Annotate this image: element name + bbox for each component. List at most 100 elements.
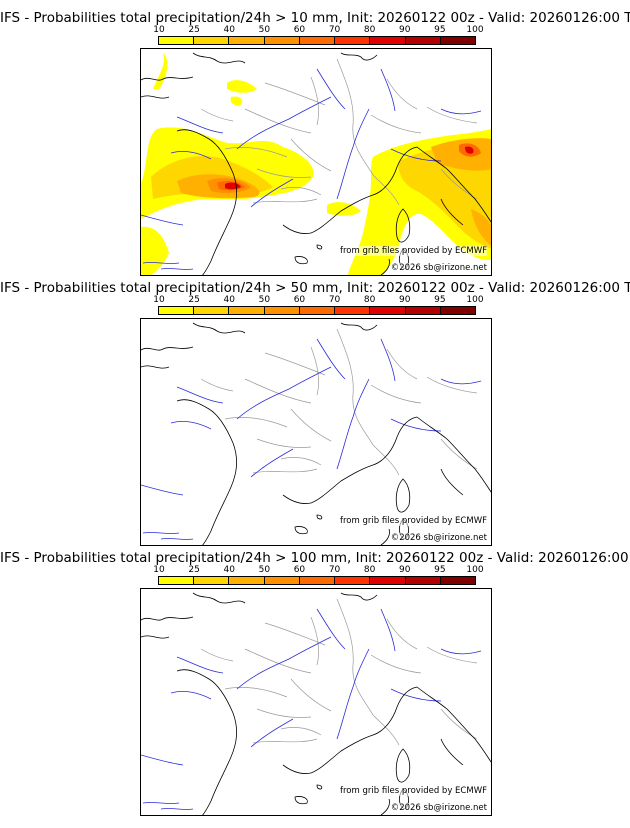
border-line <box>386 78 418 110</box>
colorbar-swatch <box>405 307 441 314</box>
river-line <box>160 268 194 270</box>
map-frame: from grib files provided by ECMWF ©2026 … <box>140 48 492 276</box>
coast-line <box>294 526 308 535</box>
panel-title: IFS - Probabilities total precipitation/… <box>0 550 630 566</box>
coastline <box>141 592 491 815</box>
panel-title: IFS - Probabilities total precipitation/… <box>0 10 630 26</box>
river-line <box>176 656 224 674</box>
coast-line <box>141 76 194 81</box>
border-line <box>370 114 422 134</box>
colorbar-swatch <box>335 37 371 44</box>
colorbar-swatch <box>299 307 336 314</box>
border-line <box>256 438 312 448</box>
coast-line <box>294 796 308 805</box>
river-line <box>316 68 346 110</box>
border-line <box>426 376 478 394</box>
precip-area <box>227 80 257 93</box>
rivers <box>141 338 482 540</box>
colorbar-swatch <box>405 37 441 44</box>
river-line <box>380 338 396 382</box>
colorbar-tick-label: 60 <box>293 295 306 305</box>
coast-line <box>316 784 323 790</box>
panel-10mm: IFS - Probabilities total precipitation/… <box>0 0 630 276</box>
source-note: from grib files provided by ECMWF <box>340 246 487 256</box>
river-line <box>176 386 224 404</box>
coast-line <box>416 416 491 493</box>
border-line <box>290 678 332 712</box>
colorbar-swatch <box>440 577 475 584</box>
precip-area <box>225 182 241 190</box>
border-line <box>336 598 374 716</box>
colorbar-tick-label: 100 <box>466 295 484 305</box>
border-line <box>252 738 318 744</box>
copyright-note: ©2026 sb@irizone.net <box>390 533 487 543</box>
river-line <box>336 378 370 470</box>
map-frame: from grib files provided by ECMWF ©2026 … <box>140 588 492 816</box>
colorbar-swatch <box>194 307 230 314</box>
colorbar-tick-label: 80 <box>363 295 376 305</box>
coast-line <box>176 129 237 275</box>
coast-line <box>141 346 194 351</box>
colorbar-tick-label: 70 <box>328 295 341 305</box>
coast-line <box>192 322 246 334</box>
border-line <box>370 384 422 404</box>
coast-line <box>141 635 170 639</box>
colorbar-swatch <box>264 307 300 314</box>
river-line <box>336 108 370 200</box>
colorbar-tick-label: 25 <box>188 25 200 35</box>
river-line <box>236 96 332 150</box>
colorbar-swatch <box>229 307 265 314</box>
precipitation-probability-field <box>141 53 491 275</box>
colorbar-tick-label: 25 <box>188 565 200 575</box>
river-line <box>440 108 482 115</box>
coast-line <box>416 686 491 763</box>
colorbar-tick-label: 50 <box>258 295 271 305</box>
river-line <box>160 538 194 540</box>
colorbar-swatch <box>405 577 441 584</box>
colorbar-tick-label: 90 <box>399 295 411 305</box>
admin-borders <box>200 58 478 206</box>
river-line <box>236 636 332 690</box>
border-line <box>290 138 332 172</box>
colorbar-swatch <box>159 307 195 314</box>
river-line <box>250 448 294 478</box>
coast-line <box>141 95 170 99</box>
border-line <box>280 187 322 196</box>
coast-line <box>340 322 378 331</box>
rivers <box>141 68 482 270</box>
colorbar-swatch <box>229 37 265 44</box>
border-line <box>440 708 478 740</box>
river-line <box>380 608 396 652</box>
precip-area <box>153 53 168 89</box>
river-line <box>141 214 184 226</box>
river-line <box>336 648 370 740</box>
colorbar-tick-label: 60 <box>293 565 306 575</box>
border-line <box>372 174 400 206</box>
colorbar-tick-label: 10 <box>153 25 165 35</box>
coast-line <box>282 416 418 504</box>
precip-area <box>230 96 243 106</box>
coast-line <box>416 146 491 223</box>
coast-line <box>141 616 194 621</box>
colorbar-swatch <box>335 577 371 584</box>
river-line <box>142 532 180 534</box>
river-line <box>170 691 212 700</box>
coast-line <box>192 52 246 64</box>
france-map <box>141 52 491 275</box>
coast-line <box>380 528 390 545</box>
colorbar-swatch <box>194 37 230 44</box>
coast-line <box>192 592 246 604</box>
colorbar-tick-label: 80 <box>363 25 376 35</box>
colorbar-tick-label: 10 <box>153 295 165 305</box>
colorbar-tick-label: 40 <box>223 25 235 35</box>
colorbar-tick-label: 70 <box>328 565 341 575</box>
coast-line <box>440 468 464 496</box>
coast-line <box>380 798 390 815</box>
colorbar-boxes <box>158 306 476 315</box>
border-line <box>224 147 288 158</box>
river-line <box>440 378 482 385</box>
border-line <box>426 106 478 124</box>
border-line <box>440 168 478 200</box>
coast-line <box>316 514 323 520</box>
border-line <box>244 378 312 404</box>
